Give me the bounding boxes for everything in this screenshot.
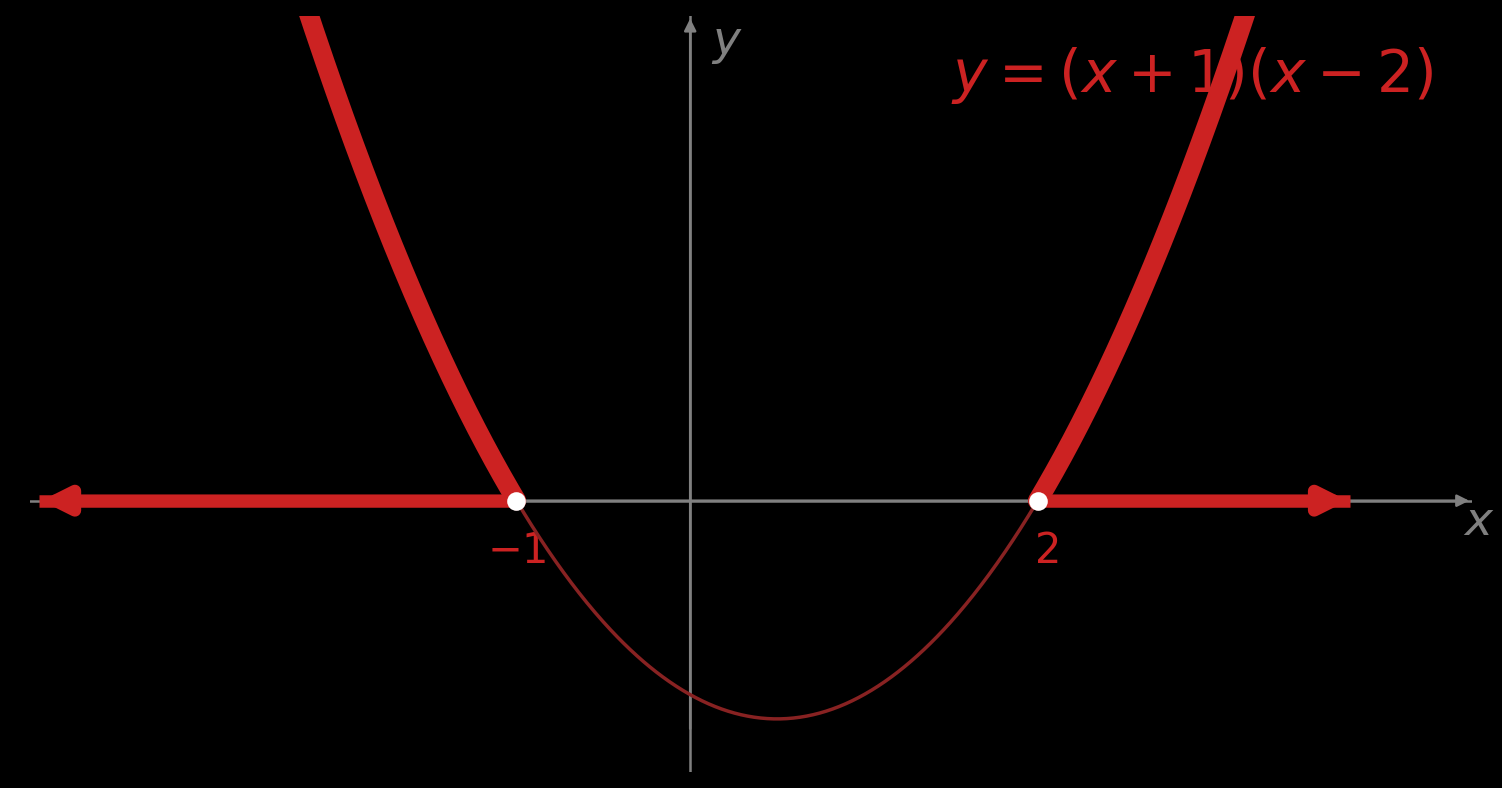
Text: $x$: $x$ — [1463, 500, 1494, 545]
Text: $2$: $2$ — [1035, 530, 1059, 572]
Text: $y = (x + 1)(x - 2)$: $y = (x + 1)(x - 2)$ — [951, 45, 1433, 106]
Text: $y$: $y$ — [710, 20, 742, 66]
Text: $-1$: $-1$ — [487, 530, 547, 572]
Point — [1026, 494, 1050, 507]
Point — [505, 494, 529, 507]
